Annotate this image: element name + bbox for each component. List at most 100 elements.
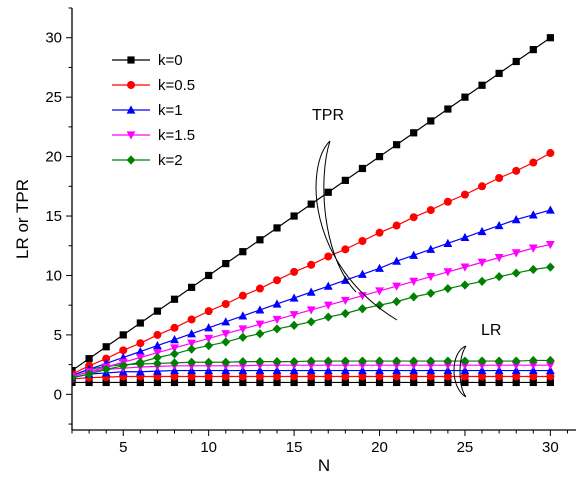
data-point-lr-k-0 (170, 378, 179, 387)
series-tpr-k-2 (72, 262, 555, 383)
data-point-tpr-k-0 (529, 46, 537, 54)
data-point-tpr-k-0 (307, 200, 315, 208)
data-point-tpr-k-0-5 (238, 291, 247, 300)
data-point-tpr-k-0-5 (495, 173, 504, 182)
data-point-tpr-k-1 (306, 287, 316, 296)
data-point-lr-k-0 (529, 378, 537, 387)
data-point-lr-k-0-5 (204, 372, 213, 381)
y-axis-title: LR or TPR (13, 179, 32, 259)
data-point-tpr-k-0-5 (392, 221, 401, 230)
data-point-tpr-k-1 (477, 226, 487, 236)
x-tick-label: 5 (119, 439, 127, 456)
data-point-lr-k-1-5 (460, 361, 470, 370)
data-point-tpr-k-1 (443, 238, 453, 247)
data-point-lr-k-2 (358, 356, 367, 366)
data-point-tpr-k-0 (170, 295, 179, 303)
data-point-tpr-k-2 (221, 337, 231, 347)
x-tick-label: 10 (200, 439, 217, 456)
data-point-tpr-k-0-5 (187, 315, 196, 324)
data-point-lr-k-0-5 (273, 372, 282, 381)
data-point-tpr-k-0-5 (102, 354, 111, 363)
data-point-tpr-k-1-5 (306, 306, 316, 315)
axes: 5 10 15 20 25 30 0 5 10 15 20 25 30 (45, 7, 576, 456)
data-point-tpr-k-0-5 (324, 252, 333, 261)
data-point-lr-k-2 (255, 357, 265, 367)
data-point-tpr-k-1 (375, 263, 384, 272)
data-point-lr-k-1 (289, 365, 299, 375)
data-point-lr-k-0 (495, 378, 503, 387)
x-tick-label: 15 (286, 439, 303, 456)
data-point-tpr-k-2 (135, 357, 145, 367)
data-point-lr-k-2 (392, 356, 402, 366)
data-point-lr-k-2 (494, 356, 504, 366)
data-point-tpr-k-1 (460, 232, 470, 242)
data-point-tpr-k-0 (495, 69, 503, 77)
data-point-tpr-k-0 (256, 236, 264, 244)
data-point-tpr-k-1 (545, 205, 555, 214)
lr-annotation: LR (481, 322, 501, 339)
data-point-lr-k-0 (341, 378, 349, 387)
data-point-lr-k-0 (187, 378, 196, 387)
data-point-tpr-k-1 (272, 299, 282, 308)
data-point-lr-k-0 (136, 378, 144, 387)
y-tick-label: 5 (54, 327, 62, 344)
data-point-lr-k-0-5 (409, 372, 418, 381)
data-point-lr-k-2 (443, 356, 453, 366)
data-point-lr-k-2 (409, 356, 419, 366)
data-point-lr-k-0 (273, 378, 281, 387)
data-point-tpr-k-1-5 (204, 334, 214, 344)
data-point-tpr-k-1-5 (477, 258, 487, 267)
data-point-tpr-k-1 (426, 244, 436, 253)
data-point-lr-k-0 (205, 378, 213, 387)
data-point-lr-k-0-5 (324, 372, 333, 381)
data-point-lr-k-0 (358, 378, 367, 387)
data-point-tpr-k-1 (153, 341, 162, 350)
data-point-lr-k-1 (358, 365, 367, 375)
data-point-lr-k-1 (494, 365, 504, 375)
data-point-tpr-k-0 (119, 331, 127, 339)
data-point-tpr-k-0-5 (512, 166, 521, 175)
data-point-lr-k-2 (545, 355, 555, 366)
data-point-lr-k-0 (427, 378, 435, 387)
data-point-lr-k-2 (153, 358, 162, 369)
data-point-tpr-k-0 (136, 319, 144, 327)
data-point-tpr-k-1 (528, 210, 538, 219)
data-point-lr-k-2 (170, 358, 179, 368)
data-point-lr-k-1 (255, 365, 265, 375)
data-point-tpr-k-1-5 (460, 263, 470, 272)
data-point-lr-k-0 (290, 378, 298, 387)
data-point-tpr-k-1-5 (511, 249, 521, 258)
data-point-tpr-k-1-5 (358, 292, 367, 301)
data-point-tpr-k-1 (221, 317, 231, 326)
y-tick-label: 10 (45, 267, 62, 284)
data-point-lr-k-2 (511, 356, 521, 366)
data-point-tpr-k-0 (375, 152, 384, 161)
plot-area (72, 34, 555, 398)
data-point-tpr-k-0-5 (153, 330, 162, 339)
data-point-lr-k-2 (272, 357, 282, 367)
data-point-lr-k-1 (511, 365, 521, 375)
data-point-lr-k-1-5 (306, 361, 316, 370)
series-tpr-k-1 (72, 205, 555, 379)
data-point-lr-k-0-5 (187, 372, 196, 381)
legend-label: k=1 (158, 102, 183, 119)
data-point-tpr-k-0 (273, 224, 281, 232)
series-tpr-k-0-5 (72, 149, 555, 379)
data-point-lr-k-1 (443, 365, 453, 375)
data-point-lr-k-0-5 (495, 372, 504, 381)
data-point-tpr-k-0 (444, 105, 452, 113)
data-point-tpr-k-2 (238, 332, 248, 342)
data-point-lr-k-2 (187, 357, 196, 367)
tpr-annotation: TPR (312, 107, 344, 124)
data-point-lr-k-0-5 (512, 372, 521, 381)
data-point-tpr-k-2 (409, 292, 419, 302)
data-point-lr-k-0-5 (221, 372, 230, 381)
data-point-lr-k-1-5 (443, 361, 453, 370)
data-point-tpr-k-2 (392, 297, 402, 307)
data-point-lr-k-2 (426, 356, 436, 366)
data-point-tpr-k-0-5 (170, 323, 179, 332)
data-point-lr-k-0-5 (478, 372, 487, 381)
series-tpr-k-0 (72, 34, 554, 375)
data-point-tpr-k-1 (255, 305, 265, 314)
data-point-tpr-k-1-5 (392, 282, 402, 291)
